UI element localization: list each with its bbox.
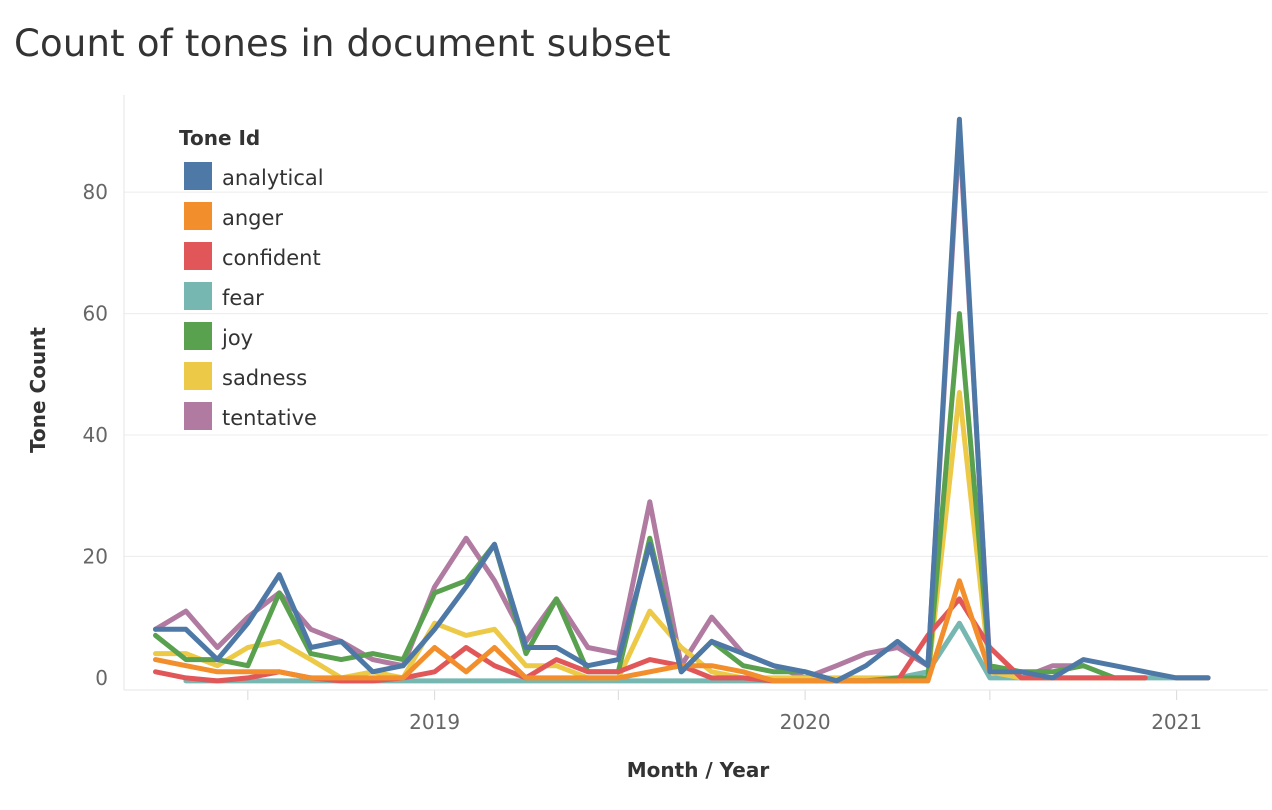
x-axis-title: Month / Year bbox=[627, 758, 770, 782]
axes bbox=[123, 95, 1268, 691]
series-line-anger bbox=[153, 578, 1024, 684]
gridlines bbox=[124, 191, 1268, 700]
series-line-sadness bbox=[153, 390, 1148, 681]
y-tick-label: 60 bbox=[83, 302, 108, 326]
series-tentative bbox=[153, 128, 1211, 681]
legend-label-tentative: tentative bbox=[222, 406, 317, 430]
x-tick-labels: 2019 2020 2021 bbox=[409, 710, 1202, 734]
series-line-joy bbox=[153, 311, 1148, 684]
legend-swatch-joy bbox=[184, 322, 212, 350]
chart-title: Count of tones in document subset bbox=[14, 22, 671, 65]
legend-label-fear: fear bbox=[222, 286, 264, 310]
legend: Tone Id analytical anger confident fear joy s… bbox=[179, 126, 324, 430]
series-analytical bbox=[153, 116, 1211, 684]
legend-swatch-sadness bbox=[184, 362, 212, 390]
y-tick-labels: 0 20 40 60 80 bbox=[83, 180, 108, 690]
legend-label-joy: joy bbox=[221, 326, 253, 350]
legend-title: Tone Id bbox=[179, 126, 260, 150]
y-tick-label: 0 bbox=[95, 666, 108, 690]
y-tick-label: 20 bbox=[83, 544, 108, 568]
legend-swatch-anger bbox=[184, 202, 212, 230]
y-axis-title: Tone Count bbox=[26, 327, 50, 453]
legend-label-sadness: sadness bbox=[222, 366, 307, 390]
series-lines bbox=[153, 116, 1211, 684]
x-tick-label: 2020 bbox=[780, 710, 831, 734]
y-tick-label: 80 bbox=[83, 180, 108, 204]
series-sadness bbox=[153, 390, 1148, 681]
legend-label-confident: confident bbox=[222, 246, 321, 270]
x-tick-label: 2021 bbox=[1151, 710, 1202, 734]
legend-swatch-fear bbox=[184, 282, 212, 310]
legend-swatch-analytical bbox=[184, 162, 212, 190]
legend-label-anger: anger bbox=[222, 206, 283, 230]
legend-swatch-tentative bbox=[184, 402, 212, 430]
series-line-analytical bbox=[153, 116, 1211, 684]
y-tick-label: 40 bbox=[83, 423, 108, 447]
x-tick-label: 2019 bbox=[409, 710, 460, 734]
legend-label-analytical: analytical bbox=[222, 166, 324, 190]
series-joy bbox=[153, 311, 1148, 684]
legend-swatch-confident bbox=[184, 242, 212, 270]
